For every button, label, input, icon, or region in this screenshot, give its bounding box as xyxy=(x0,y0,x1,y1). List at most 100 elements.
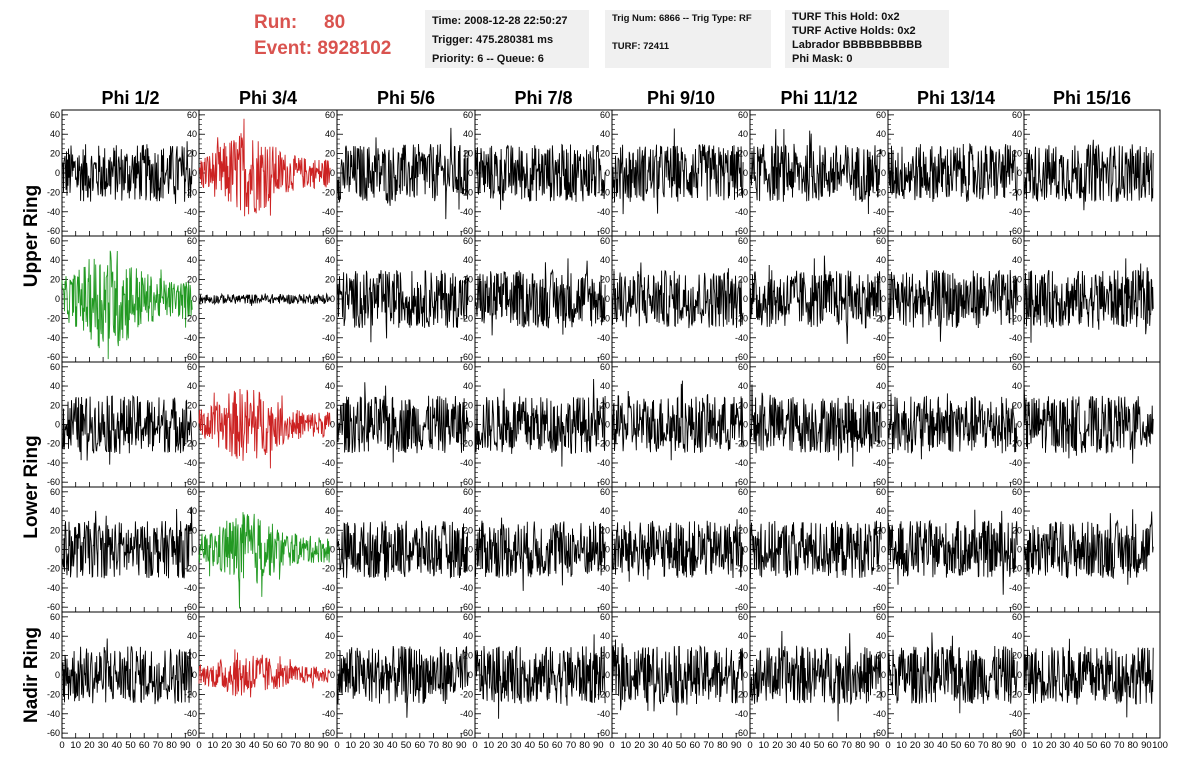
y-tick-label: -60 xyxy=(873,477,886,487)
waveform-trace xyxy=(887,269,1018,342)
x-tick-label: 60 xyxy=(552,740,563,751)
y-tick-label: 40 xyxy=(187,381,197,391)
x-tick-label: 80 xyxy=(1128,740,1139,751)
y-tick-label: 60 xyxy=(1012,362,1022,372)
y-tick-label: -60 xyxy=(460,602,473,612)
x-tick-label: 30 xyxy=(924,740,935,751)
y-tick-label: 0 xyxy=(1017,670,1022,680)
x-tick-label: 40 xyxy=(937,740,948,751)
y-tick-label: 20 xyxy=(600,525,610,535)
y-tick-label: -40 xyxy=(460,207,473,217)
column-header: Phi 11/12 xyxy=(780,88,857,108)
x-tick-label: 0 xyxy=(59,740,64,751)
x-tick-label: 70 xyxy=(978,740,989,751)
y-tick-label: 60 xyxy=(876,487,886,497)
x-tick-label: 30 xyxy=(373,740,384,751)
ring-label: Upper Ring xyxy=(21,185,42,287)
waveform-trace xyxy=(749,520,882,579)
y-tick-label: -20 xyxy=(184,313,197,323)
y-tick-label: -40 xyxy=(460,709,473,719)
y-tick-label: 0 xyxy=(55,420,60,430)
waveform-trace xyxy=(61,394,193,465)
y-tick-label: 0 xyxy=(330,294,335,304)
y-tick-label: 40 xyxy=(50,129,60,139)
y-tick-label: -40 xyxy=(322,458,335,468)
x-tick-label: 60 xyxy=(690,740,701,751)
y-tick-label: 0 xyxy=(743,294,748,304)
y-tick-label: 60 xyxy=(600,362,610,372)
y-tick-label: -60 xyxy=(735,226,748,236)
column-header: Phi 1/2 xyxy=(101,88,159,108)
y-tick-label: 60 xyxy=(463,236,473,246)
y-tick-label: -20 xyxy=(460,313,473,323)
y-tick-label: -40 xyxy=(873,458,886,468)
y-tick-label: 20 xyxy=(738,149,748,159)
waveform-trace xyxy=(474,517,606,591)
y-tick-label: 20 xyxy=(50,400,60,410)
y-tick-label: -40 xyxy=(47,333,60,343)
x-tick-label: 60 xyxy=(139,740,150,751)
y-tick-label: 60 xyxy=(50,236,60,246)
y-tick-label: 0 xyxy=(743,670,748,680)
x-tick-label: 40 xyxy=(112,740,123,751)
y-tick-label: 20 xyxy=(600,400,610,410)
x-tick-label: 20 xyxy=(221,740,232,751)
x-tick-label: 10 xyxy=(70,740,81,751)
y-tick-label: -20 xyxy=(47,187,60,197)
x-tick-label: 30 xyxy=(98,740,109,751)
x-tick-label: 90 xyxy=(731,740,742,751)
y-tick-label: -40 xyxy=(1009,458,1022,468)
y-tick-label: -20 xyxy=(322,313,335,323)
x-tick-label: 10 xyxy=(621,740,632,751)
y-tick-label: -20 xyxy=(460,564,473,574)
y-tick-label: 60 xyxy=(738,362,748,372)
y-tick-label: 0 xyxy=(192,294,197,304)
y-tick-label: -40 xyxy=(735,458,748,468)
y-tick-label: 0 xyxy=(1017,168,1022,178)
run-value: 80 xyxy=(324,12,346,33)
waveform-trace xyxy=(1023,258,1154,343)
waveform-trace xyxy=(336,645,469,718)
y-tick-label: -60 xyxy=(1009,352,1022,362)
waveform-trace xyxy=(749,384,882,467)
x-tick-label: 0 xyxy=(609,740,614,751)
x-tick-label: 20 xyxy=(497,740,508,751)
y-tick-label: 40 xyxy=(187,631,197,641)
x-tick-label: 30 xyxy=(648,740,659,751)
y-tick-label: -40 xyxy=(873,583,886,593)
x-tick-label: 80 xyxy=(717,740,728,751)
y-tick-label: -40 xyxy=(873,709,886,719)
y-tick-label: -40 xyxy=(322,207,335,217)
y-tick-label: -60 xyxy=(184,352,197,362)
y-tick-label: -20 xyxy=(47,564,60,574)
y-tick-label: 20 xyxy=(1012,275,1022,285)
x-tick-label: 0 xyxy=(1021,740,1026,751)
column-header: Phi 13/14 xyxy=(917,88,995,108)
x-tick-label: 10 xyxy=(1032,740,1043,751)
waveform-trace xyxy=(887,509,1018,595)
x-tick-label: 40 xyxy=(1073,740,1084,751)
y-tick-label: 40 xyxy=(738,129,748,139)
column-header: Phi 3/4 xyxy=(239,88,297,108)
y-tick-label: 20 xyxy=(738,275,748,285)
x-tick-label: 40 xyxy=(249,740,260,751)
x-tick-label: 90 xyxy=(869,740,880,751)
y-tick-label: -40 xyxy=(597,207,610,217)
trigger-text: Trigger: 475.280381 ms xyxy=(432,34,554,46)
y-tick-label: 0 xyxy=(605,294,610,304)
y-tick-label: 40 xyxy=(325,381,335,391)
y-tick-label: -60 xyxy=(735,602,748,612)
y-tick-label: 20 xyxy=(187,149,197,159)
y-tick-label: -40 xyxy=(184,333,197,343)
run-event-box: Run: 80 Event: 8928102 xyxy=(254,10,424,68)
y-tick-label: -40 xyxy=(735,583,748,593)
y-tick-label: 60 xyxy=(463,362,473,372)
x-tick-label: 50 xyxy=(676,740,687,751)
y-tick-label: -60 xyxy=(597,477,610,487)
y-tick-label: 60 xyxy=(325,487,335,497)
y-tick-label: 20 xyxy=(876,275,886,285)
x-tick-label: 20 xyxy=(634,740,645,751)
turf-text: TURF: 72411 xyxy=(612,41,670,52)
y-tick-label: -20 xyxy=(322,187,335,197)
x-tick-label: 100 xyxy=(1152,740,1168,751)
